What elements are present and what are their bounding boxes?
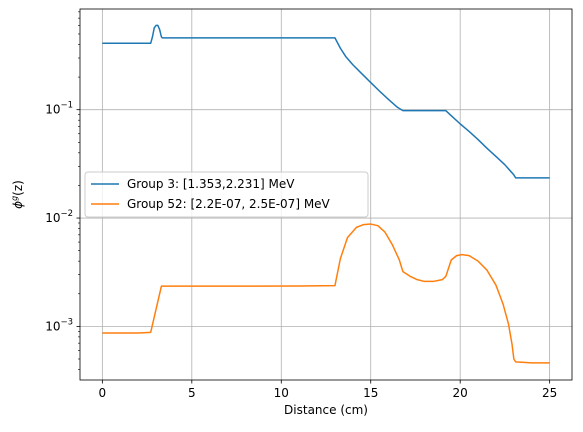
y-tick-label: 10−3: [45, 317, 73, 333]
series-line-2: [102, 223, 550, 364]
legend: Group 3: [1.353,2.231] MeV Group 52: [2.2…: [84, 171, 369, 218]
y-axis-label-main: ϕ: [11, 201, 25, 209]
y-axis-label-sup: g: [10, 196, 19, 201]
x-tick-label: 20: [453, 386, 468, 400]
y-axis-label-tail: (z): [11, 180, 25, 196]
x-tick-label: 25: [542, 386, 557, 400]
legend-label-2: Group 52: [2.2E-07, 2.5E-07] MeV: [127, 197, 331, 211]
plot-frame: [79, 8, 573, 381]
y-tick-label: 10−1: [45, 101, 73, 117]
x-tick-label: 10: [274, 386, 289, 400]
y-axis-ticks: 10−3 10−2 10−1: [45, 11, 80, 370]
series-lines: [102, 24, 550, 364]
legend-label-1: Group 3: [1.353,2.231] MeV: [127, 177, 295, 191]
y-axis-label: ϕg(z): [10, 180, 25, 209]
x-axis-ticks: 0 5 10 15 20 25: [99, 380, 557, 400]
x-tick-label: 0: [99, 386, 107, 400]
x-tick-label: 15: [363, 386, 378, 400]
y-tick-label: 10−2: [45, 209, 73, 225]
grid-lines: [80, 9, 572, 380]
x-axis-label: Distance (cm): [284, 403, 368, 417]
series-line-1: [102, 24, 550, 179]
legend-box: [84, 171, 369, 218]
x-tick-label: 5: [188, 386, 196, 400]
